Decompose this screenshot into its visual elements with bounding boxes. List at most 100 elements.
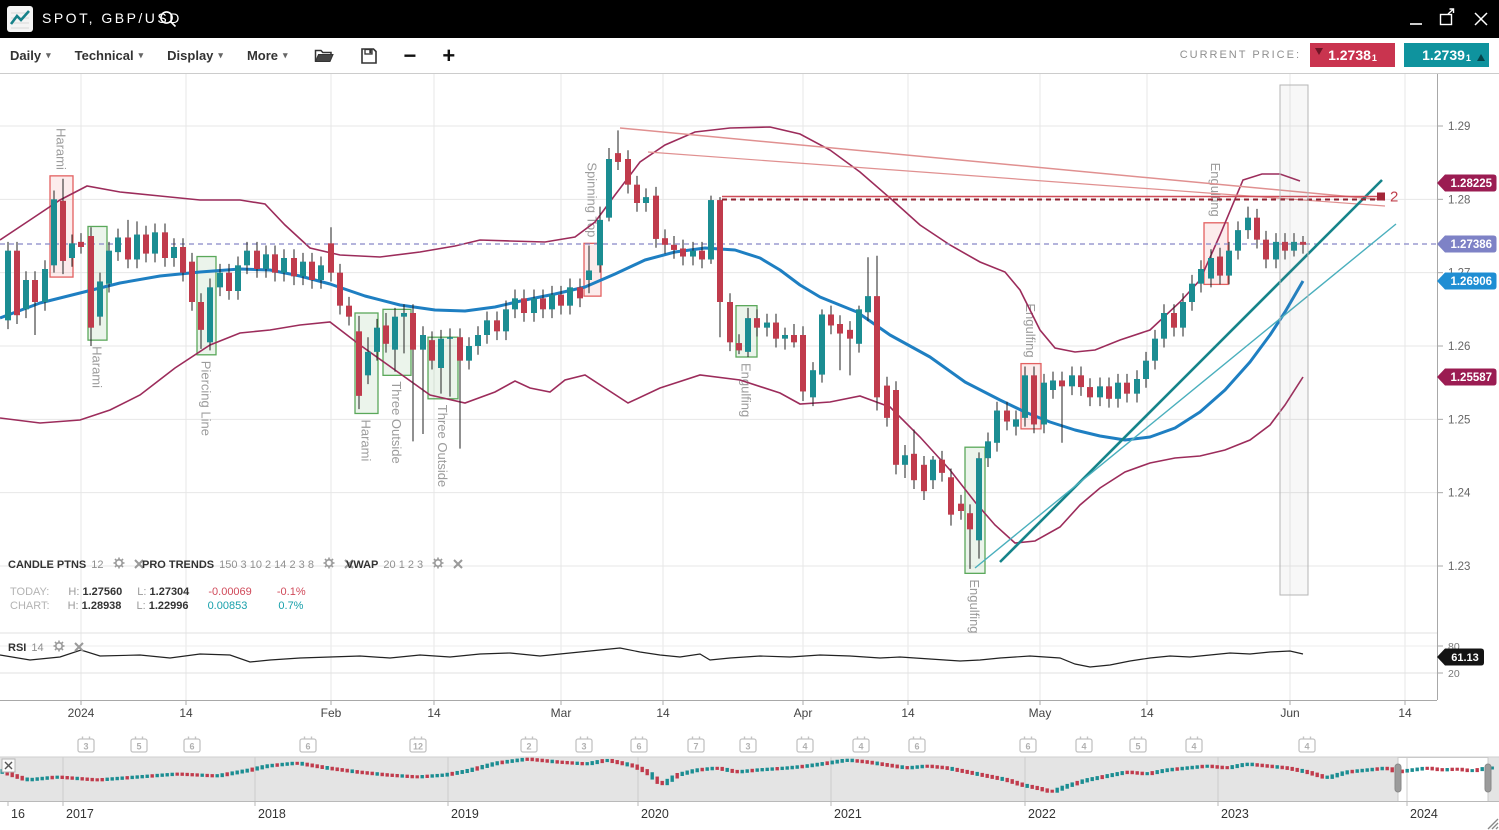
candle-body[interactable] xyxy=(967,513,973,530)
trendline[interactable] xyxy=(647,151,1386,207)
candle-body[interactable] xyxy=(625,158,631,185)
candle-body[interactable] xyxy=(782,334,788,339)
candle-body[interactable] xyxy=(615,153,621,162)
candle-body[interactable] xyxy=(597,219,603,266)
candle-body[interactable] xyxy=(1097,386,1103,398)
candle-body[interactable] xyxy=(60,200,66,261)
candle-body[interactable] xyxy=(78,241,84,247)
candle-body[interactable] xyxy=(1208,257,1214,279)
open-folder-icon[interactable] xyxy=(314,47,334,64)
close-icon[interactable] xyxy=(453,559,464,572)
candle-body[interactable] xyxy=(143,234,149,254)
candle-body[interactable] xyxy=(475,334,481,346)
candle-body[interactable] xyxy=(708,200,714,260)
candle-body[interactable] xyxy=(383,325,389,344)
navigator-handle-right[interactable] xyxy=(1484,763,1492,793)
candle-body[interactable] xyxy=(263,254,269,269)
candle-body[interactable] xyxy=(1087,387,1093,398)
menu-display[interactable]: Display ▾ xyxy=(167,48,223,63)
trendline[interactable] xyxy=(619,127,1386,201)
candle-body[interactable] xyxy=(1245,217,1251,231)
candle-body[interactable] xyxy=(1217,256,1223,276)
candle-body[interactable] xyxy=(106,250,112,284)
menu-technical[interactable]: Technical ▾ xyxy=(74,48,144,63)
event-badge[interactable]: 3 xyxy=(739,736,757,753)
candle-body[interactable] xyxy=(207,287,213,343)
candle-body[interactable] xyxy=(549,294,555,310)
candle-body[interactable] xyxy=(653,195,659,239)
candle-body[interactable] xyxy=(318,265,324,280)
candle-body[interactable] xyxy=(606,158,612,218)
candle-body[interactable] xyxy=(457,337,463,361)
candle-body[interactable] xyxy=(162,232,168,258)
candle-body[interactable] xyxy=(567,287,573,306)
candle-body[interactable] xyxy=(764,322,770,328)
candle-body[interactable] xyxy=(540,298,546,310)
candle-body[interactable] xyxy=(939,459,945,473)
event-badge[interactable]: 6 xyxy=(908,736,926,753)
event-badge[interactable]: 4 xyxy=(796,736,814,753)
candle-body[interactable] xyxy=(97,281,103,317)
candle-body[interactable] xyxy=(819,314,825,375)
close-button[interactable] xyxy=(1473,8,1489,35)
candle-body[interactable] xyxy=(1124,382,1130,394)
candle-body[interactable] xyxy=(1050,380,1056,390)
candle-body[interactable] xyxy=(837,323,843,334)
candle-body[interactable] xyxy=(745,318,751,352)
candle-body[interactable] xyxy=(893,389,899,465)
candle-body[interactable] xyxy=(521,298,527,313)
candle-body[interactable] xyxy=(736,343,742,351)
candle-body[interactable] xyxy=(699,250,705,260)
event-badge[interactable]: 5 xyxy=(1129,736,1147,753)
candle-body[interactable] xyxy=(1152,338,1158,361)
candle-body[interactable] xyxy=(254,250,260,269)
event-badge[interactable]: 2 xyxy=(520,736,538,753)
minimize-button[interactable] xyxy=(1409,8,1423,35)
candle-body[interactable] xyxy=(447,337,453,339)
candle-body[interactable] xyxy=(1115,382,1121,399)
candle-body[interactable] xyxy=(1134,378,1140,394)
candle-body[interactable] xyxy=(754,318,760,328)
candle-body[interactable] xyxy=(1171,312,1177,328)
popout-button[interactable] xyxy=(1439,8,1457,35)
search-icon[interactable] xyxy=(158,9,178,34)
candle-body[interactable] xyxy=(346,305,352,317)
save-icon[interactable] xyxy=(360,47,378,65)
candle-body[interactable] xyxy=(337,272,343,306)
candle-body[interactable] xyxy=(244,250,250,266)
candle-body[interactable] xyxy=(1180,301,1186,328)
candle-body[interactable] xyxy=(976,458,982,541)
close-icon[interactable] xyxy=(133,559,144,572)
candle-body[interactable] xyxy=(930,459,936,481)
candle-body[interactable] xyxy=(23,279,29,310)
close-icon[interactable] xyxy=(344,559,354,572)
event-badge[interactable]: 6 xyxy=(183,736,201,753)
candle-body[interactable] xyxy=(309,261,315,280)
candle-body[interactable] xyxy=(643,197,649,203)
candle-body[interactable] xyxy=(69,243,75,258)
trendline[interactable] xyxy=(974,223,1397,569)
candle-body[interactable] xyxy=(32,279,38,302)
candle-body[interactable] xyxy=(356,331,362,396)
candle-body[interactable] xyxy=(115,237,121,253)
candle-body[interactable] xyxy=(810,370,816,398)
candle-body[interactable] xyxy=(727,301,733,343)
candle-body[interactable] xyxy=(1069,375,1075,387)
candle-body[interactable] xyxy=(558,294,564,306)
candle-body[interactable] xyxy=(1235,230,1241,251)
gear-icon[interactable] xyxy=(113,557,125,572)
candle-body[interactable] xyxy=(5,250,11,321)
candle-body[interactable] xyxy=(420,334,426,350)
candle-body[interactable] xyxy=(494,320,500,332)
candle-body[interactable] xyxy=(300,261,306,277)
candle-body[interactable] xyxy=(291,257,297,277)
navigator-selection[interactable] xyxy=(1397,757,1489,802)
line-end-marker[interactable] xyxy=(1377,192,1385,201)
candle-body[interactable] xyxy=(512,298,518,310)
candle-body[interactable] xyxy=(921,464,927,492)
event-badge[interactable]: 4 xyxy=(1185,736,1203,753)
event-badge[interactable]: 6 xyxy=(1019,736,1037,753)
candle-body[interactable] xyxy=(690,250,696,257)
candle-body[interactable] xyxy=(88,235,94,328)
candle-body[interactable] xyxy=(328,243,334,273)
